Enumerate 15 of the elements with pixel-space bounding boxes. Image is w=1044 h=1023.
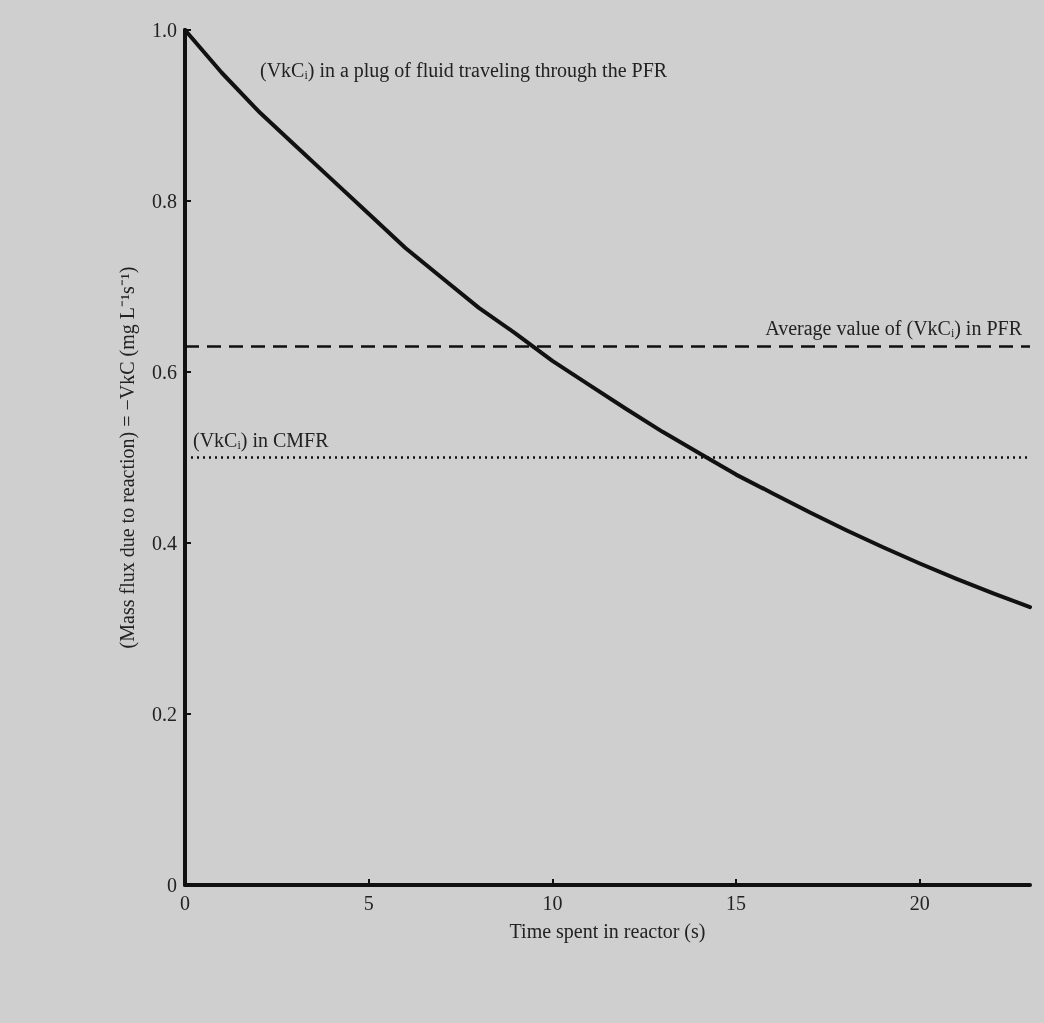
y-tick-label: 0.4 bbox=[152, 532, 177, 554]
x-tick-label: 20 bbox=[909, 892, 930, 914]
y-tick-label: 0.2 bbox=[152, 703, 177, 725]
ref-line-label: Average value of (VkCᵢ) in PFR bbox=[765, 317, 1023, 341]
series-label: (VkCᵢ) in a plug of fluid traveling through the PFR bbox=[260, 59, 668, 82]
x-tick-label: 15 bbox=[726, 892, 747, 914]
y-axis-title: (Mass flux due to reaction) = −VkC (mg L⁻¹s⁻¹) bbox=[116, 266, 139, 649]
x-tick-label: 5 bbox=[363, 892, 374, 914]
y-tick-label: 0.6 bbox=[152, 361, 177, 383]
y-tick-label: 1.0 bbox=[152, 19, 177, 41]
x-axis-title: Time spent in reactor (s) bbox=[509, 920, 706, 943]
ref-line-label: (VkCᵢ) in CMFR bbox=[193, 428, 330, 452]
y-tick-label: 0.8 bbox=[152, 190, 177, 212]
x-tick-label: 10 bbox=[542, 892, 563, 914]
y-tick-label: 0 bbox=[167, 874, 177, 896]
